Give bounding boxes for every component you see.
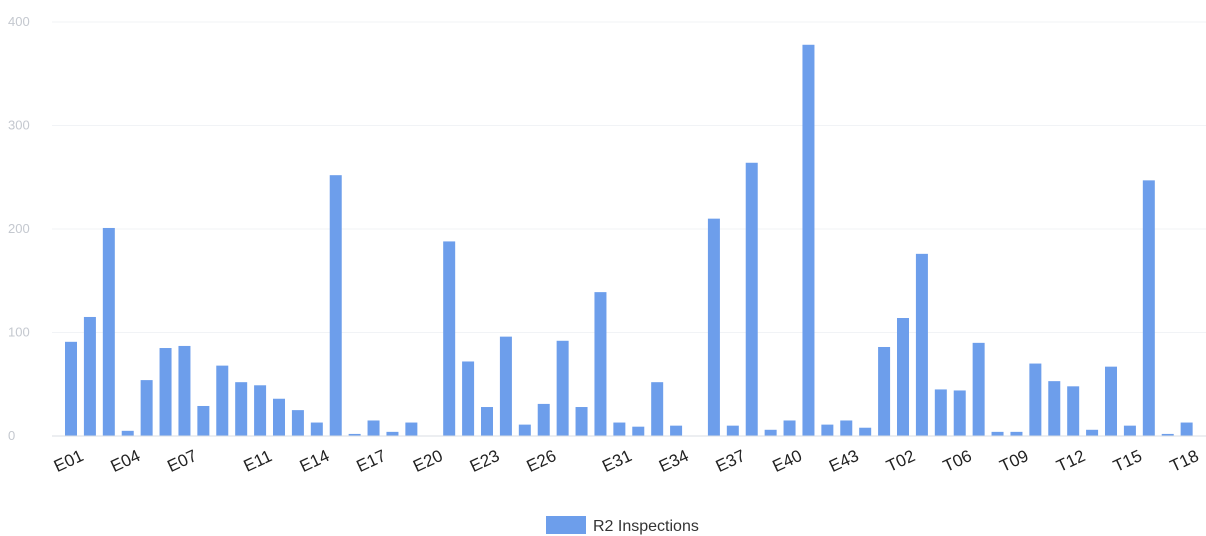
bar-T12[interactable]	[1067, 386, 1080, 436]
bar-E45[interactable]	[878, 346, 891, 436]
bar-E01[interactable]	[65, 341, 77, 436]
bar-E03[interactable]	[102, 227, 115, 436]
bar-E34[interactable]	[670, 425, 683, 436]
x-tick-label-E20: E20	[410, 446, 445, 476]
x-tick-label-E43: E43	[826, 446, 861, 476]
bar-E25[interactable]	[518, 424, 531, 436]
x-tick-label-E31: E31	[599, 446, 634, 476]
bar-E29[interactable]	[594, 292, 607, 436]
bar-T04[interactable]	[934, 389, 947, 436]
bar-E17[interactable]	[367, 420, 380, 436]
legend-label[interactable]: R2 Inspections	[593, 518, 699, 535]
bar-E05[interactable]	[140, 380, 153, 436]
x-tick-label-E14: E14	[297, 446, 332, 476]
bar-E11[interactable]	[254, 385, 267, 436]
bar-E22[interactable]	[462, 361, 475, 436]
bars	[65, 44, 1193, 437]
bar-E44[interactable]	[859, 427, 872, 436]
x-tick-label-E01: E01	[51, 446, 86, 476]
bar-E18[interactable]	[386, 431, 399, 436]
bar-E28[interactable]	[575, 407, 588, 436]
x-tick-label-E34: E34	[656, 446, 691, 476]
bar-E38[interactable]	[745, 162, 758, 436]
bar-E09[interactable]	[216, 365, 229, 436]
y-tick-label-300: 300	[8, 118, 30, 133]
legend[interactable]: R2 Inspections	[546, 516, 699, 535]
bar-T17[interactable]	[1161, 433, 1174, 436]
bar-T18[interactable]	[1180, 422, 1193, 436]
bar-E02[interactable]	[83, 316, 96, 436]
y-tick-label-200: 200	[8, 221, 30, 236]
bar-T02[interactable]	[897, 318, 909, 436]
bar-E21[interactable]	[443, 241, 456, 436]
x-tick-label-E40: E40	[769, 446, 804, 476]
bar-E27[interactable]	[556, 340, 569, 436]
bar-E37[interactable]	[726, 425, 739, 436]
bar-E08[interactable]	[197, 405, 210, 436]
bar-T08[interactable]	[991, 431, 1004, 436]
grid-lines	[52, 21, 1206, 333]
bar-E41[interactable]	[802, 44, 815, 437]
bar-E33[interactable]	[651, 382, 664, 436]
bar-E36[interactable]	[707, 218, 720, 436]
bar-E14[interactable]	[310, 422, 323, 436]
bar-E32[interactable]	[632, 426, 645, 436]
x-tick-label-E11: E11	[241, 446, 275, 475]
x-tick-label-E23: E23	[467, 446, 502, 476]
bar-E06[interactable]	[159, 348, 172, 436]
bar-T07[interactable]	[972, 342, 985, 436]
bar-E43[interactable]	[840, 420, 853, 436]
bar-E15[interactable]	[329, 175, 342, 436]
bar-E31[interactable]	[613, 422, 626, 436]
bar-E16[interactable]	[348, 433, 361, 436]
bar-T09[interactable]	[1010, 431, 1023, 436]
bar-E23[interactable]	[481, 407, 493, 436]
bar-E39[interactable]	[764, 429, 777, 436]
x-tick-label-T02: T02	[883, 446, 918, 476]
bar-E26[interactable]	[537, 403, 550, 436]
bar-E40[interactable]	[783, 420, 796, 436]
bar-E24[interactable]	[499, 336, 512, 436]
y-tick-label-100: 100	[8, 325, 30, 340]
bar-T14[interactable]	[1105, 366, 1117, 436]
bar-E07[interactable]	[178, 345, 191, 436]
x-tick-label-E04: E04	[108, 446, 143, 476]
y-tick-label-400: 400	[8, 14, 30, 29]
bar-E13[interactable]	[291, 410, 304, 436]
bar-T03[interactable]	[915, 253, 928, 436]
x-axis-ticks: E01 E04 E07 E11 E14 E17 E20 E23 E26 E31 E34 E37 E40 E…	[51, 446, 1202, 476]
bar-E12[interactable]	[273, 398, 285, 436]
bar-T06[interactable]	[953, 390, 966, 436]
bar-T16[interactable]	[1142, 180, 1155, 436]
bar-E04[interactable]	[121, 430, 134, 436]
bar-E42[interactable]	[821, 424, 834, 436]
legend-swatch[interactable]	[546, 516, 586, 534]
bar-T15[interactable]	[1123, 425, 1136, 436]
bar-T10[interactable]	[1029, 363, 1042, 436]
y-axis-ticks: 0 100 200 300 400	[8, 14, 30, 443]
x-tick-label-T15: T15	[1110, 446, 1145, 476]
bar-E19[interactable]	[405, 422, 418, 436]
bar-E10[interactable]	[235, 382, 248, 436]
bar-T13[interactable]	[1086, 429, 1099, 436]
bar-T11[interactable]	[1048, 381, 1061, 436]
x-tick-label-E17: E17	[353, 446, 388, 476]
x-tick-label-E07: E07	[164, 446, 199, 476]
x-tick-label-T06: T06	[940, 446, 975, 476]
y-tick-label-0: 0	[8, 428, 15, 443]
x-tick-label-T12: T12	[1054, 446, 1089, 476]
x-tick-label-E26: E26	[524, 446, 559, 476]
x-tick-label-T09: T09	[997, 446, 1032, 476]
x-tick-label-T18: T18	[1167, 446, 1202, 476]
x-tick-label-E37: E37	[713, 446, 748, 476]
